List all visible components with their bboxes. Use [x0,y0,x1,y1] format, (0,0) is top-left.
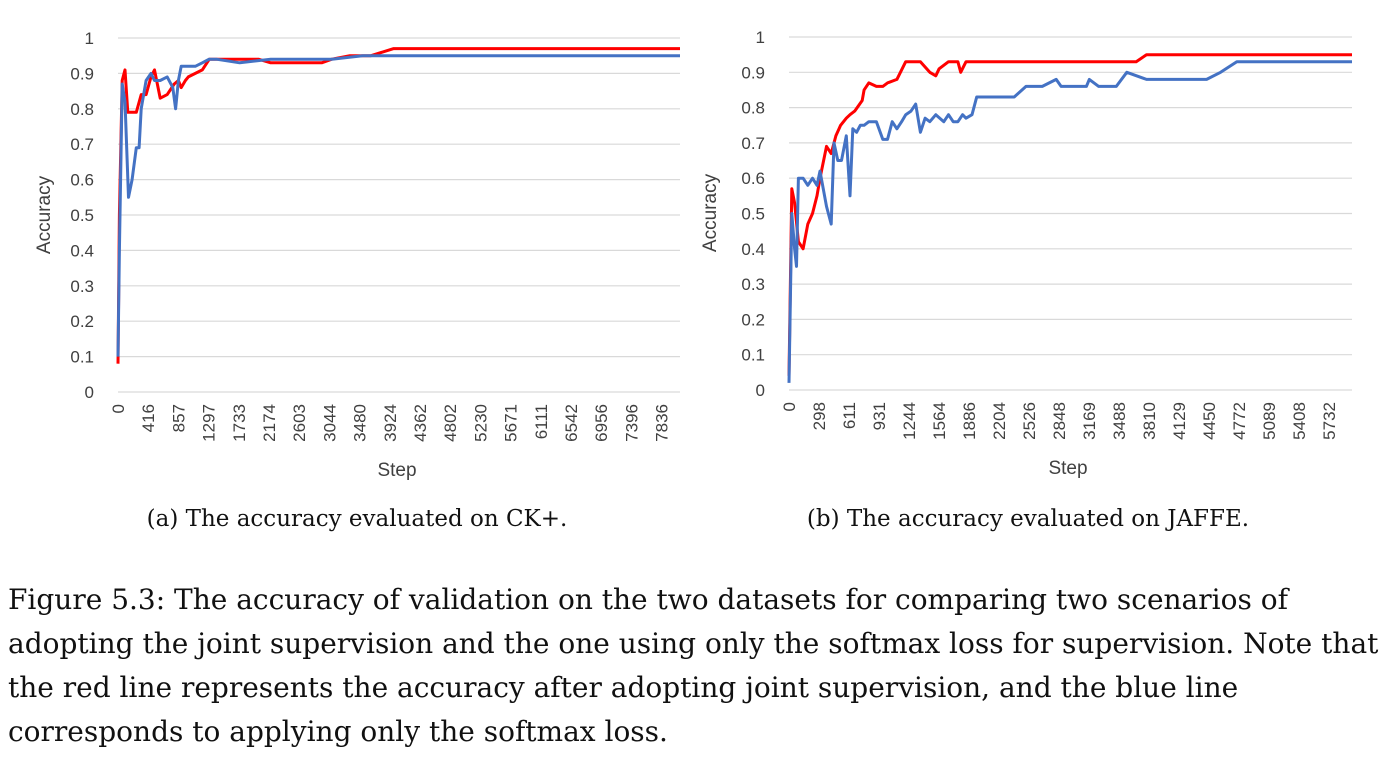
x-axis-label: Step [1048,458,1087,479]
x-tick-label: 0 [780,402,799,411]
y-tick-label: 0 [756,381,765,400]
x-tick-label: 5732 [1320,402,1339,440]
y-tick-label: 0.7 [741,134,765,153]
x-tick-label: 3044 [320,404,339,442]
x-tick-label: 611 [840,402,859,429]
x-tick-label: 4450 [1200,402,1219,440]
x-tick-label: 2848 [1050,402,1069,440]
x-tick-label: 5408 [1290,402,1309,440]
y-tick-label: 0.6 [70,171,94,190]
y-tick-label: 1 [85,29,94,48]
x-tick-label: 3488 [1110,402,1129,440]
x-tick-label: 4129 [1170,402,1189,440]
x-tick-label: 0 [109,404,128,413]
y-axis-label: Accuracy [700,173,721,252]
x-tick-label: 416 [139,404,158,432]
y-tick-label: 0.1 [70,348,94,367]
x-tick-label: 3924 [381,404,400,442]
subcaption-b: (b) The accuracy evaluated on JAFFE. [807,506,1249,532]
series-line-red [116,47,680,364]
x-tick-label: 2603 [290,404,309,442]
y-tick-label: 0.5 [741,205,765,224]
y-tick-label: 0.4 [741,240,765,259]
y-axis-label: Accuracy [34,175,55,254]
series-line-blue [787,60,1352,383]
x-axis-label: Step [377,460,416,481]
y-tick-label: 0.3 [70,277,94,296]
x-tick-label: 2526 [1020,402,1039,440]
x-tick-label: 2204 [990,402,1009,440]
x-tick-label: 5089 [1260,402,1279,440]
x-tick-label: 6111 [532,404,551,439]
x-tick-label: 6542 [562,404,581,442]
subcaption-a: (a) The accuracy evaluated on CK+. [147,506,568,532]
y-tick-label: 0 [85,383,94,402]
x-tick-label: 3169 [1080,402,1099,440]
x-tick-label: 7836 [653,404,672,442]
y-tick-label: 0.9 [70,64,94,83]
y-tick-label: 0.8 [741,99,765,118]
chart-jaffe: 0 0.1 0.2 0.3 0.4 0.5 0.6 0.7 0.8 0.9 1 0 298 611 931 1… [700,28,1352,479]
x-tick-label: 4362 [411,404,430,442]
x-tick-label: 6956 [592,404,611,442]
x-tick-label: 4772 [1230,402,1249,440]
y-tick-label: 0.3 [741,275,765,294]
figure-caption: Figure 5.3: The accuracy of validation o… [8,583,1379,748]
x-tick-label: 298 [810,402,829,430]
x-tick-label: 2174 [260,404,279,442]
series-line-red [787,53,1352,376]
x-tick-label: 5671 [502,404,521,442]
y-tick-label: 0.7 [70,135,94,154]
y-tick-label: 0.8 [70,100,94,119]
series-line-blue [116,54,680,357]
chart-ck-plus: 0 0.1 0.2 0.3 0.4 0.5 0.6 0.7 0.8 0.9 1 0 416 857 1297… [34,29,680,481]
x-tick-label: 1733 [230,404,249,442]
y-tick-label: 0.6 [741,169,765,188]
y-tick-label: 0.1 [741,346,765,365]
x-tick-label: 857 [169,404,188,432]
y-tick-label: 0.9 [741,63,765,82]
x-tick-label: 4802 [441,404,460,442]
y-tick-label: 0.2 [70,312,94,331]
y-tick-label: 0.4 [70,241,94,260]
x-tick-label: 7396 [622,404,641,442]
x-tick-label: 3810 [1140,402,1159,440]
y-tick-label: 1 [756,28,765,47]
y-tick-label: 0.2 [741,310,765,329]
x-tick-label: 1244 [900,402,919,440]
figure-canvas: 0 0.1 0.2 0.3 0.4 0.5 0.6 0.7 0.8 0.9 1 0 416 857 1297… [34,28,1352,532]
y-tick-label: 0.5 [70,206,94,225]
x-tick-label: 5230 [471,404,490,442]
x-tick-label: 931 [870,402,889,430]
x-tick-label: 1297 [200,404,219,442]
x-tick-label: 1886 [960,402,979,440]
x-tick-label: 3480 [351,404,370,442]
x-tick-label: 1564 [930,402,949,440]
